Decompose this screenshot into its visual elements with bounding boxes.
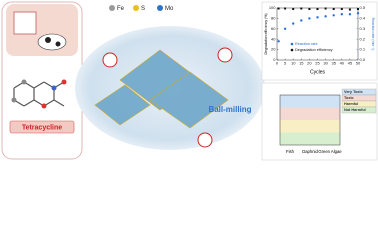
- molecule-label: Tetracycline: [22, 124, 62, 131]
- legend-label: Not Harmful: [344, 108, 366, 112]
- toxicity-band: [280, 132, 340, 145]
- point: [308, 8, 311, 11]
- point: [316, 16, 319, 19]
- y2-tick-label: 0.4: [360, 15, 366, 20]
- element-legend: Fe S Mo: [109, 5, 174, 12]
- x-tick-label: Daphnid: [302, 149, 318, 154]
- point: [308, 17, 311, 20]
- toxicity-band: [280, 95, 340, 108]
- legend-swatch: [290, 48, 294, 52]
- x-tick-label: 5: [284, 61, 287, 66]
- toxicity-band: [280, 107, 340, 120]
- point: [277, 7, 280, 10]
- y-tick-label: 0: [273, 57, 276, 62]
- point: [292, 22, 295, 25]
- x-tick-label: 10: [291, 61, 296, 66]
- point: [340, 13, 343, 16]
- y-tick-label: 80: [271, 15, 276, 20]
- point: [283, 27, 287, 30]
- cow: [37, 33, 67, 51]
- x-tick-label: 35: [331, 61, 336, 66]
- point: [284, 7, 287, 10]
- legend-label: Reaction rate: [295, 42, 318, 46]
- point: [356, 12, 360, 15]
- legend-swatch: [133, 5, 139, 11]
- process-label: Ball-milling: [208, 105, 251, 114]
- y-tick-label: 20: [271, 47, 276, 52]
- legend-label: Degradation efficiency: [295, 48, 333, 52]
- point: [348, 8, 351, 11]
- y2-tick-label: 0.2: [360, 36, 366, 41]
- legend-label: Very Toxic: [344, 90, 363, 94]
- legend-label: Mo: [165, 6, 174, 12]
- point: [332, 14, 335, 17]
- legend-swatch: [109, 5, 115, 11]
- legend-swatch: [341, 106, 377, 114]
- x-tick-label: 15: [299, 61, 304, 66]
- y-tick-label: 40: [271, 36, 276, 41]
- y-axis-label: Degradation efficiency (%): [264, 14, 268, 55]
- point: [348, 13, 352, 16]
- barn: [13, 11, 37, 35]
- toxicity-chart: Very Toxic Toxic Harmful Not Harmful Fish Dap…: [279, 88, 377, 154]
- toxicity-band: [280, 120, 340, 133]
- page: {"legend": [{"label": "Fe", "color": "#9…: [0, 0, 378, 161]
- molecule-label-box: [9, 120, 75, 134]
- x-tick-label: 30: [323, 61, 328, 66]
- point: [300, 7, 303, 10]
- graphical-abstract: Tetracycline Fe S Mo Ball-milling 0 5 10 15 20…: [1, 1, 378, 161]
- pollutant-icon: [217, 47, 233, 63]
- point: [292, 8, 295, 11]
- x-tick-label: 20: [307, 61, 312, 66]
- point: [357, 8, 359, 11]
- x-tick-label: 45: [348, 61, 353, 66]
- x-tick-label: 40: [340, 61, 345, 66]
- y2-tick-label: 0.3: [360, 26, 366, 31]
- legend-swatch: [157, 5, 163, 11]
- pollutant-icon: [102, 52, 118, 68]
- y2-tick-label: 0.5: [360, 5, 366, 10]
- x-tick-label: 25: [315, 61, 320, 66]
- point: [316, 8, 319, 11]
- pollutant-icon: [197, 132, 213, 148]
- x-tick-label: Fish: [286, 149, 295, 154]
- legend-swatch: [290, 42, 294, 46]
- legend-label: S: [141, 6, 145, 12]
- legend-label: Harmful: [344, 102, 358, 106]
- cycle-chart: 0 5 10 15 20 25 30 35 40 45 500204060801000.00.10.…: [264, 5, 375, 75]
- y-tick-label: 100: [269, 5, 276, 10]
- y2-tick-label: 0.1: [360, 47, 366, 52]
- legend-label: Toxic: [344, 96, 354, 100]
- y-tick-label: 60: [271, 26, 276, 31]
- point: [324, 7, 327, 10]
- plot-area: [279, 94, 341, 146]
- point: [324, 15, 327, 18]
- x-axis-label: Cycles: [310, 69, 326, 75]
- y2-tick-label: 0.0: [360, 57, 366, 62]
- x-tick-label: Green Algae: [318, 149, 342, 154]
- point: [277, 40, 280, 43]
- crystal-layers: [94, 49, 229, 129]
- legend-label: Fe: [117, 6, 125, 12]
- x-tick-label: 50: [356, 61, 361, 66]
- point: [340, 8, 343, 11]
- point: [300, 19, 303, 22]
- y2-axis-label: Reaction rate (min⁻¹): [371, 18, 375, 51]
- x-tick-label: 0: [276, 61, 279, 66]
- point: [332, 8, 335, 11]
